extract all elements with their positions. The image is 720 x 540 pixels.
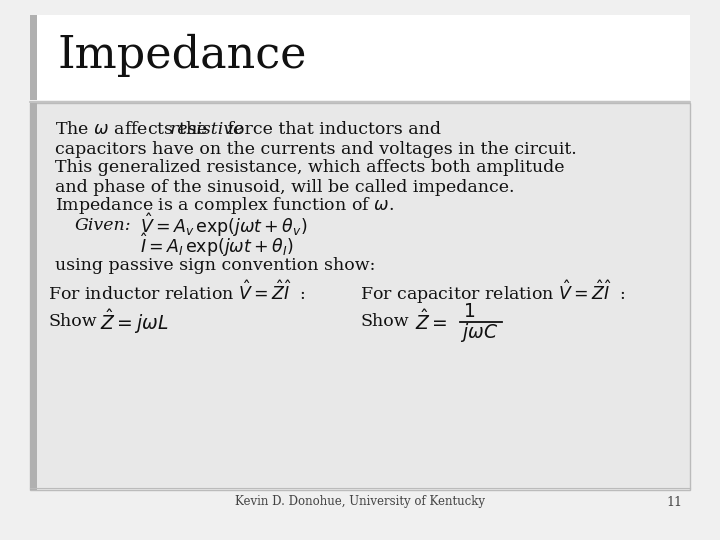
- Text: Impedance: Impedance: [58, 33, 307, 77]
- Bar: [30, 103, 37, 490]
- Text: For capacitor relation $\hat{V} = \hat{Z}\hat{I}$  :: For capacitor relation $\hat{V} = \hat{Z…: [360, 278, 626, 306]
- Text: $\hat{I} = A_I\,\mathrm{exp}(j\omega t + \theta_I)$: $\hat{I} = A_I\,\mathrm{exp}(j\omega t +…: [140, 231, 294, 259]
- Text: Show: Show: [360, 314, 409, 330]
- Text: $\hat{Z} = $: $\hat{Z} = $: [415, 309, 448, 334]
- Text: force that inductors and: force that inductors and: [222, 122, 441, 138]
- Text: Impedance is a complex function of $\omega$.: Impedance is a complex function of $\ome…: [55, 195, 394, 217]
- Bar: [30, 103, 690, 490]
- Text: The $\omega$ affects the: The $\omega$ affects the: [55, 122, 209, 138]
- Text: Show: Show: [48, 314, 96, 330]
- Text: $j\omega C$: $j\omega C$: [460, 321, 498, 345]
- Text: Given:: Given:: [75, 217, 132, 233]
- Text: resistive: resistive: [170, 122, 244, 138]
- Text: capacitors have on the currents and voltages in the circuit.: capacitors have on the currents and volt…: [55, 140, 577, 158]
- Text: $\hat{Z} = j\omega L$: $\hat{Z} = j\omega L$: [100, 308, 168, 336]
- Text: using passive sign convention show:: using passive sign convention show:: [55, 258, 375, 274]
- Text: For inductor relation $\hat{V} = \hat{Z}\hat{I}$  :: For inductor relation $\hat{V} = \hat{Z}…: [48, 280, 306, 304]
- Text: $\hat{V} = A_v\,\mathrm{exp}(j\omega t + \theta_v)$: $\hat{V} = A_v\,\mathrm{exp}(j\omega t +…: [140, 211, 307, 239]
- Text: 11: 11: [666, 496, 682, 509]
- Text: This generalized resistance, which affects both amplitude: This generalized resistance, which affec…: [55, 159, 564, 177]
- Bar: [30, 15, 690, 100]
- Text: $1$: $1$: [463, 303, 475, 321]
- Text: and phase of the sinusoid, will be called impedance.: and phase of the sinusoid, will be calle…: [55, 179, 515, 195]
- Text: Kevin D. Donohue, University of Kentucky: Kevin D. Donohue, University of Kentucky: [235, 496, 485, 509]
- Bar: [30, 15, 37, 100]
